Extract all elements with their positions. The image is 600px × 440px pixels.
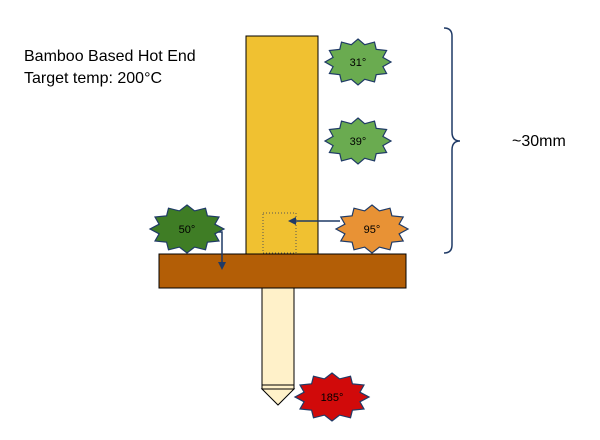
bamboo-column: [245, 35, 319, 255]
heater-plate: [158, 253, 407, 289]
nozzle-tip: [260, 388, 296, 406]
temp-badge-nozzle: 185°: [293, 372, 371, 422]
target-temp-label: Target temp: 200°C: [24, 70, 163, 87]
temp-nozzle-label: 185°: [321, 392, 344, 404]
temp-plate-label: 50°: [179, 224, 196, 236]
bamboo-insert-outline: [262, 212, 297, 254]
temp-top-label: 31°: [350, 57, 367, 69]
dimension-bracket: [443, 27, 461, 254]
temp-middle-label: 39°: [350, 136, 367, 148]
temp-bamboo-base-label: 95°: [364, 224, 381, 236]
temp-badge-plate: 50°: [148, 204, 226, 254]
temp-badge-middle: 39°: [323, 117, 393, 165]
temp-badge-bamboo-base: 95°: [334, 204, 410, 254]
nozzle-collar: [261, 384, 295, 390]
temp-badge-top: 31°: [323, 38, 393, 86]
diagram-title: Bamboo Based Hot End: [24, 48, 196, 65]
dimension-label: ~30mm: [512, 133, 566, 150]
nozzle-body: [261, 287, 295, 386]
